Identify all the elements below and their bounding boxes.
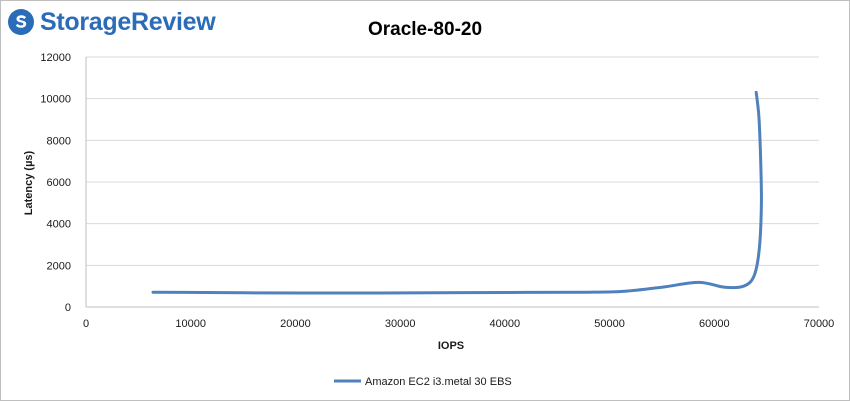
- logo: StorageReview: [7, 5, 216, 39]
- x-tick-label: 70000: [804, 318, 835, 330]
- y-tick-label: 10000: [40, 94, 71, 106]
- y-tick-label: 4000: [47, 219, 71, 231]
- y-tick-label: 8000: [47, 135, 71, 147]
- x-tick-label: 50000: [594, 318, 625, 330]
- storagereview-logo-icon: [8, 9, 34, 35]
- x-tick-label: 30000: [385, 318, 416, 330]
- y-tick-label: 2000: [47, 260, 71, 272]
- x-tick-label: 40000: [490, 318, 521, 330]
- axes: [85, 57, 819, 308]
- x-tick-label: 20000: [280, 318, 311, 330]
- x-tick-label: 60000: [699, 318, 730, 330]
- series-line-0: [151, 90, 763, 295]
- gridlines: [86, 56, 819, 266]
- series-layer: [151, 90, 763, 295]
- y-tick-label: 0: [65, 302, 71, 314]
- y-tick-label: 6000: [47, 177, 71, 189]
- chart-title: Oracle-80-20: [368, 19, 482, 40]
- x-axis-ticks: 0 10000 20000 30000 40000 50000 60000 70000: [83, 318, 834, 330]
- x-tick-label: 10000: [175, 318, 206, 330]
- y-axis-title: Latency (µs): [23, 150, 35, 215]
- legend: Amazon EC2 i3.metal 30 EBS: [334, 376, 512, 388]
- x-axis-title: IOPS: [438, 340, 464, 352]
- y-axis-ticks: 0 2000 4000 6000 8000 10000 12000: [40, 52, 71, 314]
- y-tick-label: 12000: [40, 52, 71, 64]
- legend-label: Amazon EC2 i3.metal 30 EBS: [365, 376, 512, 388]
- x-tick-label: 0: [83, 318, 89, 330]
- logo-text: StorageReview: [40, 7, 216, 36]
